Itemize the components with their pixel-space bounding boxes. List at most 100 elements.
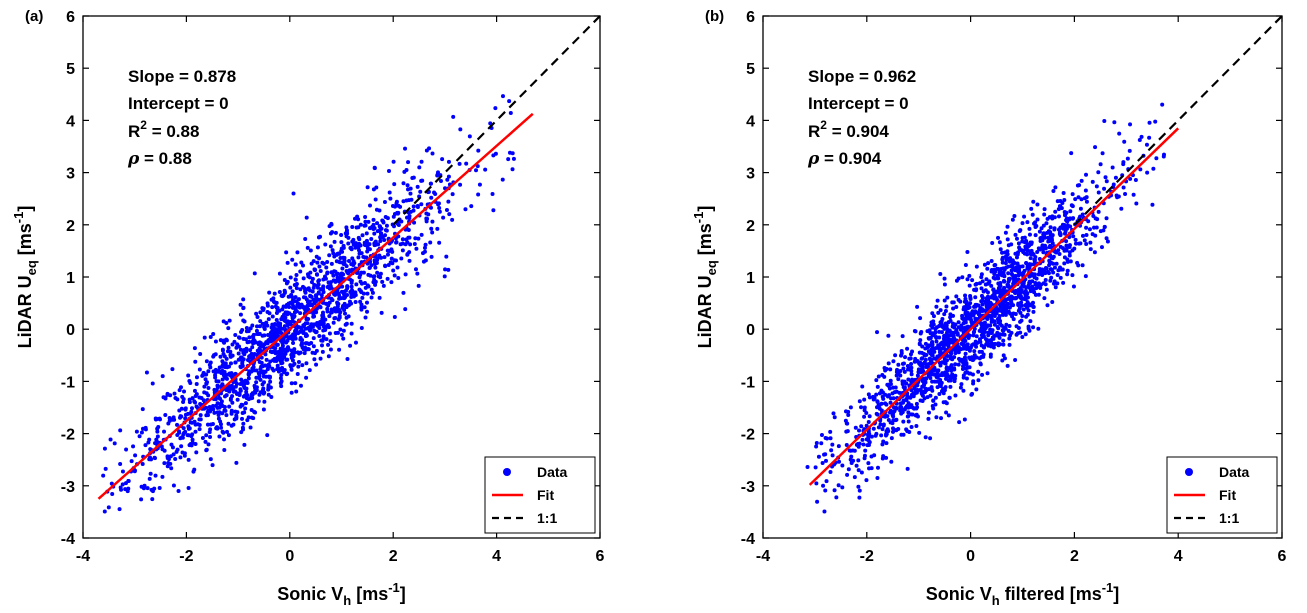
data-point (1049, 260, 1054, 265)
data-point (186, 426, 191, 431)
data-point (952, 367, 957, 372)
data-point (1021, 307, 1026, 312)
data-point (359, 325, 364, 330)
data-point (1071, 234, 1076, 239)
data-point (320, 349, 325, 354)
data-point (1018, 294, 1023, 299)
data-point (204, 433, 209, 438)
data-point (316, 282, 321, 287)
data-point (824, 436, 829, 441)
data-point (997, 315, 1002, 320)
data-point (227, 404, 232, 409)
data-point (834, 495, 839, 500)
data-point (376, 274, 381, 279)
data-point (298, 350, 303, 355)
data-point (217, 365, 222, 370)
data-point (936, 310, 941, 315)
data-point (353, 300, 358, 305)
data-point (359, 307, 364, 312)
data-point (344, 315, 349, 320)
data-point (1017, 264, 1022, 269)
data-point (1041, 250, 1046, 255)
data-point (295, 371, 300, 376)
data-point (934, 304, 939, 309)
data-point (1128, 176, 1133, 181)
data-point (194, 404, 199, 409)
data-point (922, 382, 927, 387)
data-point (305, 245, 310, 250)
data-point (345, 356, 350, 361)
data-point (845, 429, 850, 434)
data-point (282, 324, 287, 329)
stat-slope: Slope = 0.962 (808, 67, 916, 86)
data-point (129, 459, 134, 464)
data-point (366, 219, 371, 224)
data-point (996, 235, 1001, 240)
data-point (979, 275, 984, 280)
data-point (914, 423, 919, 428)
data-point (937, 361, 942, 366)
data-point (189, 406, 194, 411)
y-tick-label: 5 (66, 61, 75, 78)
data-point (172, 391, 177, 396)
data-point (943, 333, 948, 338)
data-point (428, 240, 433, 245)
data-point (901, 385, 906, 390)
data-point (377, 224, 382, 229)
data-point (964, 361, 969, 366)
data-point (1092, 250, 1097, 255)
data-point (211, 332, 216, 336)
data-point (344, 225, 349, 230)
data-point (918, 331, 923, 336)
data-point (381, 220, 386, 225)
data-point (333, 316, 338, 321)
data-points (101, 94, 516, 514)
data-point (1053, 285, 1058, 290)
data-point (341, 336, 346, 341)
data-point (977, 281, 982, 286)
data-point (998, 292, 1003, 297)
data-point (977, 356, 982, 361)
data-point (268, 349, 273, 354)
data-point (300, 363, 305, 368)
data-point (942, 312, 947, 317)
data-point (204, 447, 209, 452)
data-point (976, 369, 981, 374)
data-point (1037, 229, 1042, 234)
data-point (249, 407, 254, 412)
panel-label: (b) (705, 8, 724, 25)
data-point (365, 185, 370, 190)
data-point (273, 346, 278, 351)
fit-line (808, 127, 1180, 486)
data-point (905, 403, 910, 408)
data-point (1096, 170, 1101, 175)
data-point (1057, 252, 1062, 256)
data-point (979, 293, 984, 298)
data-point (900, 334, 905, 339)
data-point (268, 379, 273, 384)
data-point (1134, 201, 1139, 206)
data-point (217, 434, 222, 439)
data-point (887, 382, 892, 387)
stat-r2: R2 = 0.904 (808, 118, 889, 141)
legend-label: Data (537, 464, 568, 480)
data-point (173, 456, 178, 461)
data-point (891, 359, 896, 364)
data-point (862, 408, 867, 413)
data-point (371, 280, 376, 285)
data-point (310, 289, 315, 294)
data-point (984, 298, 989, 303)
data-point (225, 372, 230, 377)
data-point (318, 305, 323, 310)
data-point (224, 320, 229, 325)
data-point (295, 250, 300, 255)
data-point (917, 342, 922, 347)
data-point (1079, 197, 1084, 202)
data-point (1005, 284, 1010, 289)
data-point (213, 339, 218, 344)
data-point (909, 379, 914, 384)
data-point (358, 279, 363, 284)
data-point (959, 382, 964, 387)
data-point (938, 271, 943, 276)
data-point (267, 290, 272, 295)
